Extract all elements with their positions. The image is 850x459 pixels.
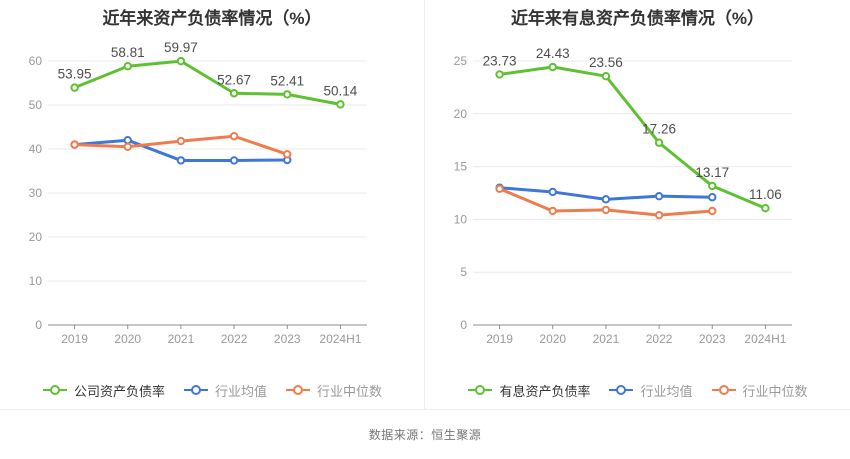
svg-text:2022: 2022 — [221, 332, 248, 346]
svg-text:59.97: 59.97 — [164, 40, 198, 55]
line-series-marker-icon — [711, 384, 737, 396]
svg-text:2019: 2019 — [61, 332, 88, 346]
svg-text:20: 20 — [29, 230, 43, 244]
line-series-marker-icon — [183, 384, 209, 396]
svg-text:10: 10 — [29, 274, 43, 288]
line-series-marker-icon — [285, 384, 311, 396]
svg-text:52.41: 52.41 — [270, 73, 304, 88]
legend-item-industry-median[interactable]: 行业中位数 — [711, 381, 808, 400]
legend-label: 公司资产负债率 — [73, 383, 165, 399]
svg-text:58.81: 58.81 — [111, 45, 145, 60]
svg-text:2020: 2020 — [539, 332, 566, 346]
legend-item-industry-average[interactable]: 行业均值 — [183, 381, 267, 400]
svg-text:40: 40 — [29, 142, 43, 156]
svg-text:24.43: 24.43 — [536, 46, 570, 61]
line-chart-asset-liability: 0 10 20 30 40 50 60 2019 2020 2021 2022 2023 2024H1 5… — [29, 40, 367, 346]
legend-item-interest-debt-ratio[interactable]: 有息资产负债率 — [467, 381, 590, 400]
line-series-marker-icon — [608, 384, 634, 396]
svg-text:17.26: 17.26 — [642, 122, 676, 137]
svg-text:2024H1: 2024H1 — [744, 332, 786, 346]
svg-text:0: 0 — [460, 318, 467, 332]
line-chart-interest-bearing: 0 5 10 15 20 25 2019 2020 2021 2022 2023 2024H1 23.7… — [454, 46, 792, 346]
svg-text:15: 15 — [454, 160, 468, 174]
svg-text:50.14: 50.14 — [324, 83, 358, 98]
svg-text:50: 50 — [29, 98, 43, 112]
svg-text:23.73: 23.73 — [483, 53, 517, 68]
svg-text:11.06: 11.06 — [749, 187, 782, 202]
charts-container: 近年来资产负债率情况（%） 0 10 20 30 40 50 60 2019 2020 2021 2… — [0, 0, 850, 410]
legend-label: 有息资产负债率 — [499, 383, 591, 399]
svg-text:25: 25 — [454, 54, 468, 68]
svg-text:2019: 2019 — [486, 332, 513, 346]
svg-text:2023: 2023 — [699, 332, 726, 346]
svg-text:20: 20 — [454, 107, 468, 121]
svg-text:2022: 2022 — [646, 332, 673, 346]
svg-text:53.95: 53.95 — [58, 67, 92, 82]
legend-item-industry-median[interactable]: 行业中位数 — [285, 381, 382, 400]
svg-text:60: 60 — [29, 54, 43, 68]
svg-text:23.56: 23.56 — [589, 55, 623, 70]
svg-text:2021: 2021 — [593, 332, 620, 346]
chart-title-asset-liability: 近年来资产负债率情况（%） — [102, 9, 322, 28]
line-series-marker-icon — [467, 384, 493, 396]
svg-text:2021: 2021 — [168, 332, 195, 346]
svg-text:10: 10 — [454, 212, 468, 226]
legend-asset-liability: 公司资产负债率 行业均值 行业中位数 — [0, 381, 424, 400]
chart-title-interest-bearing: 近年来有息资产负债率情况（%） — [510, 9, 765, 28]
legend-label: 行业中位数 — [317, 383, 383, 399]
panel-interest-bearing-ratio: 近年来有息资产负债率情况（%） 0 5 10 15 20 25 2019 2020 2021 20… — [425, 0, 850, 410]
data-source-note: 数据来源：恒生聚源 — [368, 428, 482, 442]
legend-item-company-debt-ratio[interactable]: 公司资产负债率 — [42, 381, 165, 400]
svg-text:5: 5 — [460, 265, 467, 279]
svg-text:0: 0 — [35, 318, 42, 332]
legend-label: 行业中位数 — [742, 383, 808, 399]
svg-text:2024H1: 2024H1 — [319, 332, 361, 346]
legend-label: 行业均值 — [214, 383, 267, 399]
svg-text:52.67: 52.67 — [217, 72, 251, 87]
svg-text:2020: 2020 — [114, 332, 141, 346]
svg-text:2023: 2023 — [274, 332, 301, 346]
line-series-marker-icon — [42, 384, 68, 396]
panel-asset-liability-ratio: 近年来资产负债率情况（%） 0 10 20 30 40 50 60 2019 2020 2021 2… — [0, 0, 425, 410]
legend-label: 行业均值 — [640, 383, 693, 399]
svg-text:13.17: 13.17 — [695, 165, 729, 180]
legend-interest-bearing: 有息资产负债率 行业均值 行业中位数 — [425, 381, 850, 400]
svg-text:30: 30 — [29, 186, 43, 200]
legend-item-industry-average[interactable]: 行业均值 — [608, 381, 693, 400]
